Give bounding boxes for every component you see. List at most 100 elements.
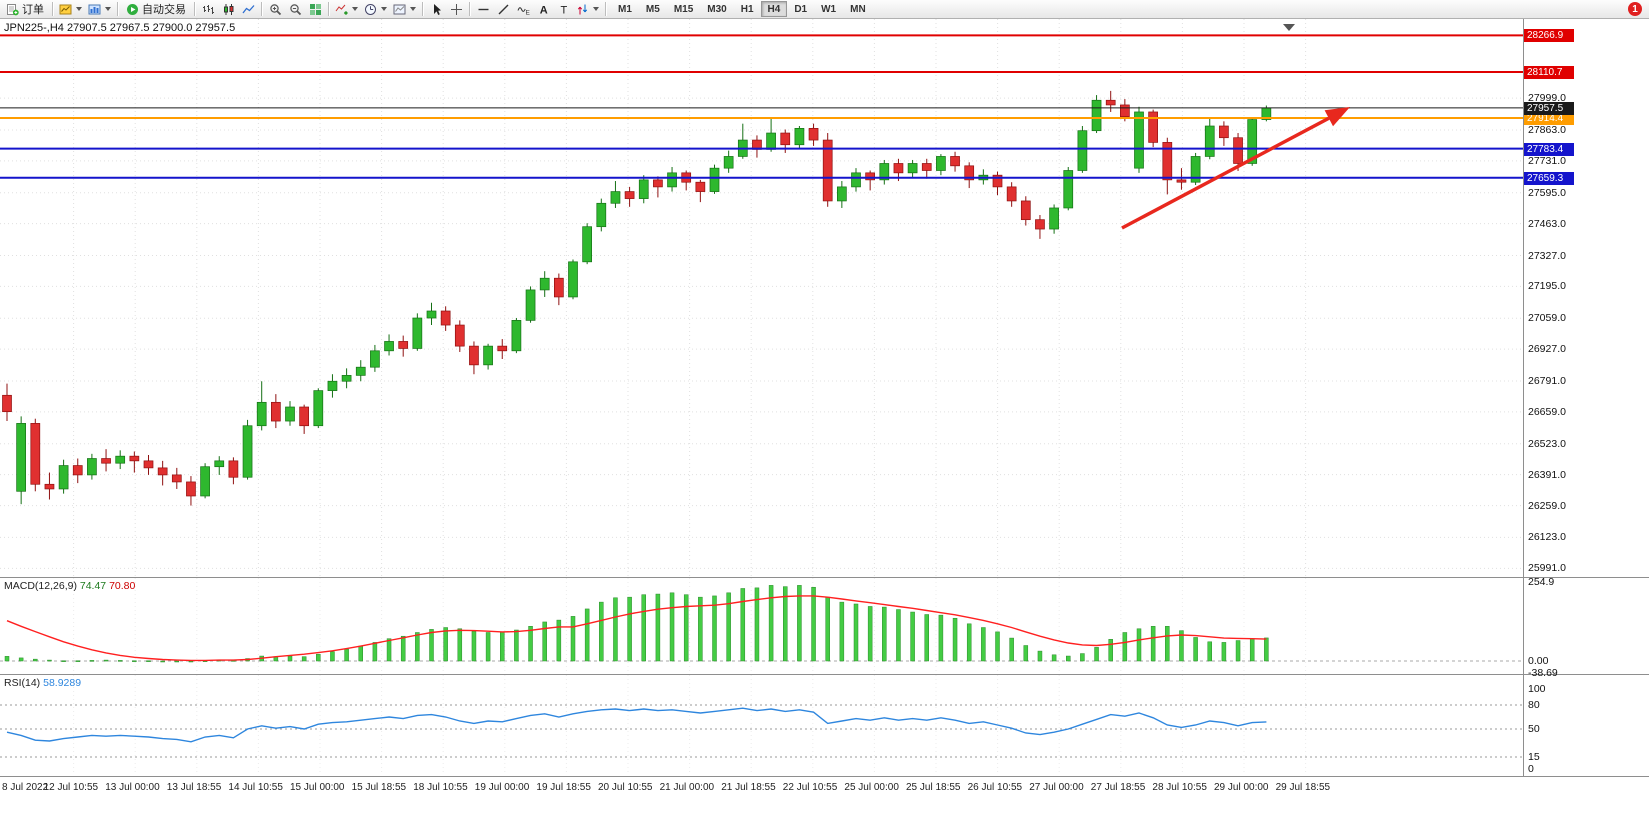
clock-icon [365,3,376,15]
horizontal-line-icon [478,8,488,10]
tile-windows-icon [309,3,321,15]
price-label: 27195.0 [1528,280,1566,293]
price-label: 27999.0 [1528,92,1566,105]
timeframe-mn-button[interactable]: MN [843,1,873,17]
chart-shift-marker[interactable] [1283,24,1295,31]
text-tool-button[interactable]: T [553,1,573,18]
price-label: 25991.0 [1528,562,1566,575]
new-order-button[interactable]: 订单 [1,1,49,18]
indicators-button[interactable] [332,1,361,18]
chevron-down-icon [352,7,358,11]
svg-text:E: E [525,9,530,16]
time-label: 29 Jul 18:55 [1275,782,1331,793]
macd-panel[interactable] [0,578,1523,674]
time-label: 20 Jul 10:55 [598,782,653,793]
toolbar-separator [469,2,470,16]
chart-grid [0,19,1523,577]
zoom-in-icon [269,3,281,15]
macd-histogram [4,585,1269,663]
crosshair-tool-button[interactable] [446,1,466,18]
rsi-panel[interactable] [0,675,1523,775]
arrows-tool-button[interactable] [573,1,602,18]
zoom-in-button[interactable] [265,1,285,18]
rsi-grid [0,675,1523,775]
macd-main-value: 74.47 [79,580,107,592]
zoom-out-button[interactable] [285,1,305,18]
price-chart[interactable] [0,19,1523,577]
timeframe-m1-button[interactable]: M1 [611,1,639,17]
panel-splitter[interactable] [0,577,1649,578]
toolbar-separator [605,2,606,16]
crosshair-icon [450,3,462,15]
timeframe-m15-button[interactable]: M15 [667,1,700,17]
price-label: 27595.0 [1528,186,1566,199]
chart-area: JPN225-,H4 27907.5 27967.5 27900.0 27957… [0,19,1649,835]
periods-button[interactable] [361,1,390,18]
time-label: 21 Jul 18:55 [721,782,776,793]
time-label: 28 Jul 10:55 [1152,782,1207,793]
new-chart-button[interactable] [56,1,85,18]
toolbar-separator [117,2,118,16]
time-label: 14 Jul 10:55 [228,782,283,793]
time-label: 8 Jul 2022 [2,782,49,793]
time-label: 13 Jul 18:55 [166,782,222,793]
notification-badge[interactable]: 1 [1628,2,1642,16]
toolbar-separator [261,2,262,16]
timeframe-h1-button[interactable]: H1 [734,1,761,17]
time-label: 19 Jul 00:00 [474,782,530,793]
time-label: 26 Jul 10:55 [967,782,1023,793]
price-label: 27731.0 [1528,154,1566,167]
candlestick-mode-button[interactable] [218,1,238,18]
price-tag: 27659.3 [1524,171,1574,185]
timeframe-h4-button[interactable]: H4 [760,1,788,17]
bar-chart-mode-button[interactable] [198,1,218,18]
time-label: 22 Jul 10:55 [782,782,838,793]
time-axis[interactable]: 8 Jul 2022 12 Jul 10:55 13 Jul 00:00 13 Jul… [0,776,1649,800]
cursor-tool-button[interactable] [426,1,446,18]
rsi-line [6,707,1267,743]
elliott-wave-icon: E [517,6,530,16]
toolbar-separator [328,2,329,16]
rsi-scale-label: 80 [1528,699,1540,711]
price-tag: 27783.4 [1524,142,1574,156]
arrows-icon [577,4,588,14]
elliott-wave-tool-button[interactable]: E [513,1,533,18]
profiles-button[interactable] [85,1,114,18]
time-label: 19 Jul 18:55 [536,782,591,793]
autotrading-label: 自动交易 [142,4,186,16]
tile-windows-button[interactable] [305,1,325,18]
time-label: 25 Jul 18:55 [906,782,961,793]
horizontal-line-objects[interactable] [0,34,1523,179]
timeframe-w1-button[interactable]: W1 [814,1,843,17]
rsi-scale-label: 100 [1528,683,1546,695]
current-price-tag: 27957.5 [1524,101,1574,115]
text-label-tool-button[interactable]: A [533,1,553,18]
price-scale-separator [1523,19,1524,776]
chevron-down-icon [593,7,599,11]
macd-scale-label: -38.69 [1528,667,1558,679]
price-label: 27463.0 [1528,217,1566,230]
price-scale[interactable]: 27999.0 27863.0 27731.0 27595.0 27463.0 27327… [1524,19,1649,776]
timeframe-m5-button[interactable]: M5 [639,1,667,17]
autotrading-button[interactable]: 自动交易 [121,1,191,18]
time-label: 15 Jul 00:00 [290,782,345,793]
templates-button[interactable] [390,1,419,18]
price-tag: 27914.4 [1524,112,1574,125]
line-chart-mode-button[interactable] [238,1,258,18]
panel-splitter[interactable] [0,674,1649,675]
chevron-down-icon [381,7,387,11]
timeframe-toolbar: M1 M5 M15 M30 H1 H4 D1 W1 MN [611,1,873,17]
timeframe-d1-button[interactable]: D1 [787,1,814,17]
trend-arrow-annotation[interactable] [1121,107,1350,230]
letter-t-icon: T [560,4,567,16]
trendline-tool-button[interactable] [493,1,513,18]
profiles-icon [88,4,101,14]
price-label: 26259.0 [1528,499,1566,512]
price-label: 26391.0 [1528,468,1566,481]
macd-scale-label: 254.9 [1528,576,1555,588]
template-icon [393,4,406,14]
timeframe-m30-button[interactable]: M30 [700,1,733,17]
horizontal-line-tool-button[interactable] [473,1,493,18]
time-label: 15 Jul 18:55 [351,782,407,793]
